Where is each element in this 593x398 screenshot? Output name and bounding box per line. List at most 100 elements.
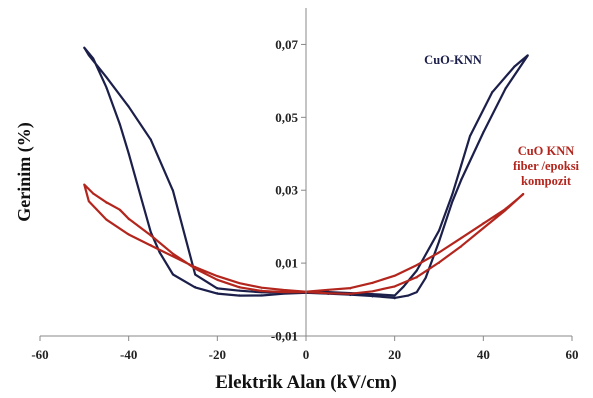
data-point	[327, 289, 330, 292]
data-point	[118, 123, 121, 126]
data-point	[424, 276, 427, 279]
data-point	[105, 202, 108, 204]
data-point	[238, 294, 241, 297]
data-point	[172, 273, 174, 275]
data-point	[327, 292, 330, 294]
data-point	[194, 285, 197, 288]
data-point	[141, 200, 143, 203]
x-tick-label: 40	[477, 347, 490, 362]
data-point	[105, 218, 108, 221]
data-point	[460, 236, 463, 239]
data-point	[393, 297, 396, 300]
data-point	[407, 295, 409, 297]
data-point	[149, 231, 152, 234]
data-point	[438, 229, 440, 232]
data-point	[260, 289, 263, 292]
series-label-line: CuO-KNN	[424, 53, 482, 67]
series-2	[83, 183, 525, 295]
data-point	[216, 275, 219, 277]
x-tick-label: -20	[209, 347, 226, 362]
data-point	[491, 90, 494, 93]
data-point	[415, 276, 418, 279]
data-point	[460, 163, 463, 166]
y-tick-label: 0,05	[275, 110, 298, 125]
x-tick-label: 0	[303, 347, 310, 362]
data-point	[260, 287, 263, 289]
data-point	[415, 291, 418, 294]
data-point	[349, 292, 352, 295]
data-point	[216, 278, 219, 281]
x-axis-title: Elektrik Alan (kV/cm)	[215, 372, 397, 393]
data-point	[194, 273, 197, 275]
labels-layer: CuO-KNN CuO KNN fiber /epoksi kompozit	[424, 53, 579, 188]
y-tick-label: 0,01	[275, 256, 298, 271]
series-label-line: fiber /epoksi	[513, 159, 580, 173]
data-point	[127, 105, 130, 108]
data-point	[393, 295, 396, 297]
data-point	[504, 209, 507, 212]
data-point	[415, 264, 418, 266]
data-point	[105, 87, 108, 90]
data-point	[92, 193, 95, 195]
data-point	[513, 65, 516, 68]
data-point	[460, 245, 463, 248]
ticks-layer: -60 -40 -20 0 20 40 60 0,07 0,05 0,03 0,01 -0,01	[31, 37, 578, 362]
y-tick-label: -0,01	[271, 329, 298, 344]
data-point	[282, 292, 285, 295]
data-point	[438, 251, 440, 254]
data-point	[172, 189, 174, 192]
data-point	[238, 289, 241, 292]
x-tick-label: 60	[566, 347, 579, 362]
data-point	[149, 138, 152, 141]
data-point	[469, 134, 471, 137]
data-point	[238, 285, 241, 288]
data-point	[438, 240, 440, 243]
data-point	[118, 209, 121, 212]
data-point	[349, 287, 352, 290]
data-point	[482, 131, 485, 133]
series-label-line: kompozit	[521, 174, 572, 188]
data-point	[504, 207, 507, 210]
data-point	[127, 218, 130, 221]
data-point	[83, 183, 86, 186]
data-point	[393, 285, 396, 288]
data-point	[127, 233, 130, 235]
data-point	[482, 222, 485, 224]
x-tick-label: -60	[31, 347, 48, 362]
data-point	[402, 285, 405, 288]
data-point	[371, 295, 374, 298]
data-point	[216, 292, 219, 294]
data-point	[451, 193, 454, 195]
series-label-1: CuO-KNN	[424, 53, 482, 67]
data-point	[260, 294, 263, 297]
data-point	[105, 76, 108, 79]
data-point	[504, 87, 507, 90]
data-point	[460, 178, 463, 181]
data-point	[149, 234, 152, 237]
data-point	[451, 200, 454, 203]
series-label-2: CuO KNN fiber /epoksi kompozit	[513, 144, 580, 188]
data-point	[83, 47, 86, 49]
y-axis-title: Gerinim (%)	[14, 122, 35, 221]
data-point	[438, 262, 440, 264]
y-tick-label: 0,03	[275, 183, 298, 198]
data-point	[216, 287, 219, 289]
x-tick-label: -40	[120, 347, 137, 362]
data-point	[172, 254, 174, 257]
series-label-line: CuO KNN	[518, 144, 575, 158]
axes-layer	[40, 8, 572, 337]
data-point	[194, 267, 197, 270]
data-point	[87, 200, 90, 203]
y-tick-label: 0,07	[275, 37, 298, 52]
data-point	[92, 58, 95, 60]
data-point	[371, 290, 374, 293]
data-point	[172, 253, 174, 255]
data-point	[194, 265, 197, 268]
data-point	[238, 282, 241, 285]
data-point	[127, 152, 130, 155]
x-tick-label: 20	[388, 347, 401, 362]
data-point	[526, 54, 529, 57]
data-point	[282, 290, 285, 293]
series-line	[83, 183, 525, 295]
